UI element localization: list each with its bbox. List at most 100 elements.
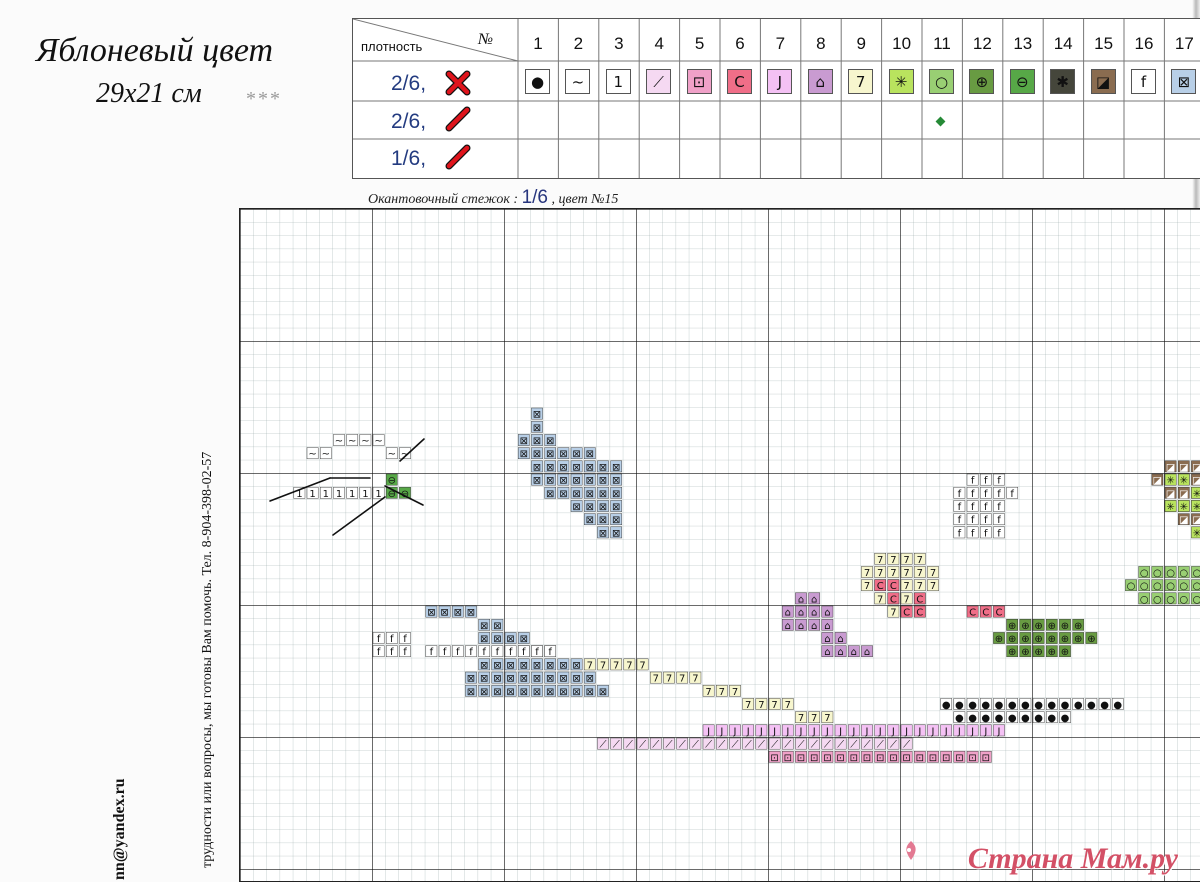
pattern-stitch: ○ (1138, 566, 1151, 579)
svg-text:●: ● (955, 700, 964, 711)
pattern-stitch: ● (1019, 711, 1032, 724)
svg-text:7: 7 (587, 660, 593, 671)
svg-text:✳: ✳ (1166, 502, 1174, 513)
svg-text:7: 7 (877, 555, 883, 566)
svg-text:⊠: ⊠ (599, 528, 607, 539)
pattern-stitch: ⊠ (531, 460, 543, 473)
pattern-stitch: ⊠ (597, 473, 609, 487)
pattern-stitch: ◪ (1191, 460, 1200, 473)
pattern-stitch: ✳ (1177, 473, 1190, 487)
pattern-stitch: f (966, 500, 979, 513)
cross-stitch-icon (445, 70, 471, 96)
pattern-stitch: 1 (306, 486, 319, 500)
legend-swatch-4: ⟋ (646, 69, 672, 94)
pattern-stitch: f (979, 513, 992, 526)
half-stitch-icon (445, 106, 471, 132)
pattern-stitch: ✳ (1191, 486, 1200, 500)
pattern-stitch: f (504, 645, 517, 658)
pattern-stitch: J (702, 724, 715, 737)
svg-text:f: f (469, 647, 473, 658)
svg-text:7: 7 (745, 700, 751, 711)
svg-text:f: f (456, 647, 460, 658)
legend-swatch-11: ○ (929, 69, 954, 94)
svg-text:◪: ◪ (1192, 476, 1200, 487)
pattern-stitch: ⟋ (610, 737, 623, 751)
svg-text:7: 7 (719, 687, 725, 698)
pattern-stitch: 7 (913, 566, 926, 579)
svg-text:⊡: ⊡ (982, 753, 990, 764)
pattern-stitch: ○ (1151, 592, 1164, 605)
svg-text:⊡: ⊡ (968, 753, 976, 764)
svg-text:⊠: ⊠ (533, 410, 541, 421)
number-label: № (478, 31, 494, 48)
pattern-stitch: J (861, 724, 873, 737)
svg-text:J: J (865, 726, 869, 737)
svg-text:7: 7 (758, 700, 764, 711)
pattern-stitch: ⊠ (478, 618, 491, 632)
backstitch-density: 1/6 (521, 187, 548, 208)
svg-text:⊡: ⊡ (902, 753, 910, 764)
svg-text:C: C (877, 581, 884, 592)
svg-text:⊕: ⊕ (1087, 634, 1095, 645)
pattern-stitch: ● (1059, 698, 1071, 711)
pattern-stitch: C (874, 579, 887, 592)
pattern-stitch: ● (940, 698, 953, 711)
svg-text:⟋: ⟋ (903, 740, 910, 751)
pattern-stitch: f (979, 486, 992, 500)
pattern-stitch: 7 (861, 566, 873, 579)
pattern-stitch: ⊕ (1059, 618, 1071, 632)
svg-text:7: 7 (613, 660, 619, 671)
legend-swatch-17: ⊠ (1171, 69, 1197, 94)
pattern-stitch: J (742, 724, 755, 737)
svg-text:⊠: ⊠ (546, 687, 554, 698)
pattern-stitch: J (927, 724, 939, 737)
svg-text:⌂: ⌂ (851, 647, 857, 658)
pattern-stitch: ⊕ (1019, 645, 1032, 658)
svg-text:7: 7 (732, 687, 738, 698)
pattern-stitch: J (795, 724, 807, 737)
pattern-stitch: ⊠ (583, 513, 596, 526)
pattern-stitch: ⊡ (874, 750, 887, 764)
svg-text:⊠: ⊠ (612, 476, 620, 487)
pattern-stitch: ⊡ (768, 750, 781, 764)
pattern-stitch: 7 (610, 658, 623, 671)
svg-text:●: ● (1047, 713, 1056, 724)
pattern-stitch: f (544, 645, 557, 658)
svg-text:⊕: ⊕ (1048, 621, 1056, 632)
svg-text:7: 7 (917, 581, 923, 592)
svg-text:⊕: ⊕ (1021, 621, 1029, 632)
pattern-stitch: ● (1072, 698, 1085, 711)
legend-swatch-14: ✱ (1050, 69, 1076, 94)
svg-text:7: 7 (824, 713, 830, 724)
pattern-stitch: 7 (900, 592, 913, 605)
pattern-stitch: ⊕ (1019, 618, 1032, 632)
svg-text:⊠: ⊠ (506, 687, 514, 698)
pattern-stitch: ⊡ (808, 750, 821, 764)
pattern-stitch: ⊡ (927, 750, 939, 764)
svg-text:⊠: ⊠ (454, 608, 462, 619)
pattern-stitch: ● (1006, 698, 1019, 711)
svg-text:●: ● (1061, 700, 1070, 711)
pattern-stitch: 7 (755, 698, 768, 711)
pattern-stitch: 7 (927, 566, 939, 579)
pattern-stitch: ⟋ (874, 737, 887, 751)
svg-text:⊠: ⊠ (506, 660, 514, 671)
legend-grid (353, 19, 1200, 178)
svg-text:⊡: ⊡ (810, 753, 818, 764)
svg-text:⊠: ⊠ (559, 462, 567, 473)
pattern-stitch: ● (993, 711, 1005, 724)
legend-number-1: 1 (533, 34, 543, 53)
pattern-stitch: ● (1059, 711, 1071, 724)
pattern-stitch: ⌂ (808, 592, 821, 605)
svg-text:J: J (944, 726, 948, 737)
pattern-stitch: f (399, 632, 411, 645)
svg-text:C: C (982, 608, 989, 619)
pattern-stitch: 7 (689, 671, 702, 685)
svg-text:C: C (916, 594, 923, 605)
pattern-stitch: f (953, 486, 966, 500)
pattern-stitch: ⌂ (795, 605, 807, 619)
svg-text:f: f (1010, 489, 1014, 500)
pattern-stitch: f (1006, 486, 1019, 500)
svg-text:7: 7 (798, 713, 804, 724)
pattern-stitch: 7 (768, 698, 781, 711)
